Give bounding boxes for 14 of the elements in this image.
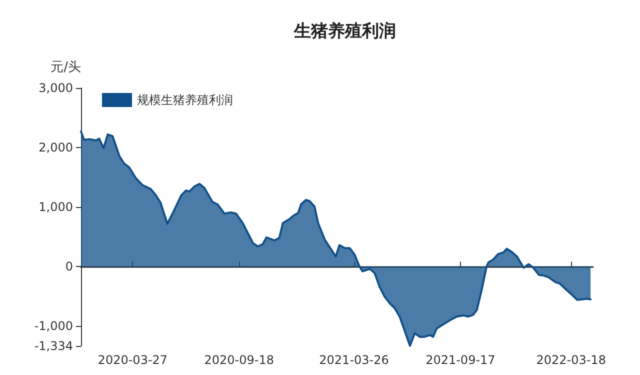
legend-label: 规模生猪养殖利润: [137, 93, 233, 107]
y-tick-label: 2,000: [38, 140, 73, 155]
y-tick-label: 3,000: [38, 81, 73, 95]
x-tick-label: 2020-03-27: [98, 353, 168, 367]
y-tick-label: -1,334: [34, 339, 73, 353]
x-tick-label: 2021-03-26: [319, 353, 389, 367]
y-tick-label: 0: [65, 260, 73, 274]
x-tick-label: 2020-09-18: [204, 353, 274, 367]
y-axis-title: 元/头: [50, 60, 81, 75]
y-tick-label: 1,000: [38, 200, 73, 214]
y-tick-label: -1,000: [34, 319, 73, 334]
chart-title: 生猪养殖利润: [293, 22, 396, 42]
x-tick-label: 2021-09-17: [426, 353, 496, 367]
x-tick-label: 2022-03-18: [536, 353, 606, 367]
